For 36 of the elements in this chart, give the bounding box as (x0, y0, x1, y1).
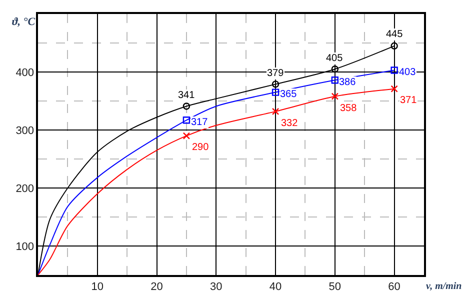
y-axis-title: ϑ, °C (12, 16, 36, 28)
y-tick-label: 400 (16, 66, 34, 79)
data-label: 358 (340, 103, 358, 114)
point (182, 132, 190, 140)
data-label: 403 (399, 67, 416, 78)
point (182, 102, 190, 110)
point (390, 66, 398, 74)
y-tick-label: 200 (16, 182, 34, 195)
data-label: 341 (178, 90, 196, 101)
x-tick-label: 60 (388, 280, 400, 293)
data-label: 371 (400, 95, 418, 106)
point (331, 92, 339, 100)
point (390, 85, 398, 92)
data-label: 290 (192, 142, 210, 153)
y-tick-label: 300 (16, 124, 34, 137)
x-tick-label: 20 (150, 280, 163, 293)
data-label: 445 (386, 29, 404, 40)
data-label: 332 (281, 118, 298, 129)
data-label: 405 (326, 53, 344, 64)
point (182, 116, 190, 124)
x-axis-title: v, m/min (426, 281, 462, 292)
data-label: 379 (267, 68, 284, 79)
point (331, 66, 339, 73)
data-label: 317 (191, 117, 208, 128)
data-label: 386 (339, 77, 356, 88)
x-tick-label: 10 (91, 280, 104, 293)
data-label: 365 (280, 89, 298, 100)
x-tick-label: 50 (328, 280, 342, 293)
point (272, 88, 280, 96)
point (272, 80, 280, 88)
y-tick-label: 100 (16, 240, 34, 253)
x-tick-label: 30 (210, 280, 222, 293)
point (272, 108, 280, 116)
x-tick-label: 40 (269, 280, 282, 293)
point (390, 42, 398, 50)
point (331, 76, 339, 84)
